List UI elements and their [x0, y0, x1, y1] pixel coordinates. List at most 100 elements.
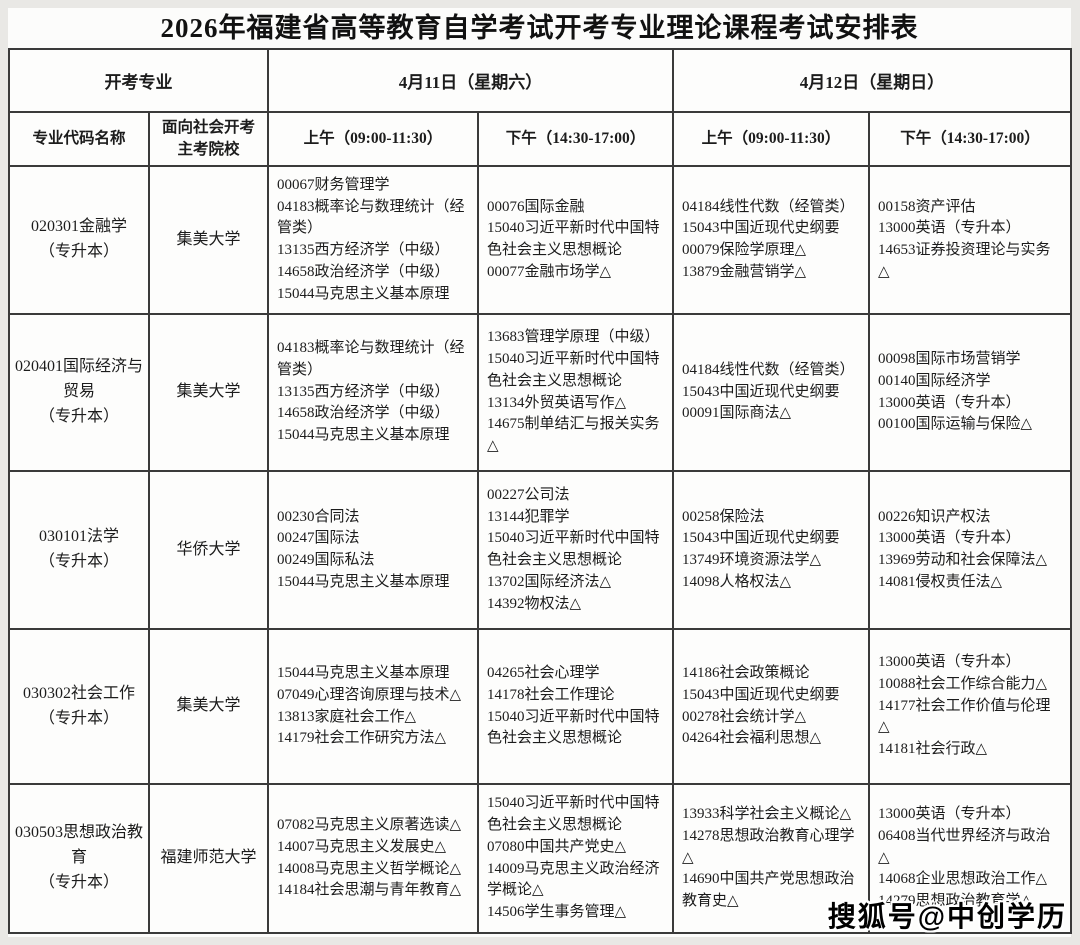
- course-item: 14181社会行政△: [878, 741, 988, 758]
- courses-cell-d1pm: 04265社会心理学 14178社会工作理论 15040习近平新时代中国特色社会主义…: [477, 628, 674, 785]
- major-cell: 030302社会工作 （专升本）: [8, 628, 150, 785]
- course-item: 14392物权法△: [487, 595, 582, 612]
- course-item: 00249国际私法: [277, 552, 375, 568]
- course-item: 00247国际法: [277, 530, 360, 547]
- course-item: 14098人格权法△: [682, 573, 792, 590]
- course-item: 10088社会工作综合能力△: [878, 675, 1048, 692]
- course-item: 14690中国共产党思想政治教育史△: [682, 871, 855, 910]
- course-item: 13144犯罪学: [487, 508, 570, 525]
- course-item: 04264社会福利思想△: [682, 730, 822, 747]
- courses-cell-d1am: 15044马克思主义基本原理 07049心理咨询原理与技术△ 13813家庭社会工作…: [267, 628, 479, 785]
- school-cell: 集美大学: [148, 313, 269, 472]
- major-level: （专升本）: [38, 407, 119, 425]
- major-cell: 030503思想政治教育 （专升本）: [8, 783, 150, 934]
- header-day1-pm: 下午（14:30-17:00）: [477, 111, 674, 167]
- course-item: 14278思想政治教育心理学△: [682, 827, 855, 866]
- major-name: 020401国际经济与贸易: [14, 358, 143, 401]
- course-item: 13000英语（专升本）: [878, 806, 1021, 823]
- major-level: （专升本）: [38, 873, 119, 891]
- course-item: 15044马克思主义基本原理: [277, 665, 450, 681]
- school-cell: 福建师范大学: [148, 783, 269, 934]
- course-item: 00226知识产权法: [878, 508, 991, 525]
- course-item: 14186社会政策概论: [682, 665, 810, 681]
- course-item: 13000英语（专升本）: [878, 394, 1021, 411]
- courses-cell-d1am: 04183概率论与数理统计（经管类） 13135西方经济学（中级） 14658政治经…: [267, 313, 479, 472]
- course-item: 00227公司法: [487, 486, 570, 503]
- course-item: 14007马克思主义发展史△: [277, 838, 447, 855]
- major-name: 020301金融学: [30, 218, 127, 236]
- table-row: 020301金融学 （专升本） 集美大学 00067财务管理学 04183概率论与数理统…: [8, 165, 1072, 315]
- course-item: 06408当代世界经济与政治△: [878, 827, 1051, 866]
- course-item: 07080中国共产党史△: [487, 838, 627, 855]
- course-item: 13749环境资源法学△: [682, 552, 822, 568]
- course-item: 00100国际运输与保险△: [878, 416, 1033, 433]
- header-day1-am: 上午（09:00-11:30）: [267, 111, 479, 167]
- major-level: （专升本）: [38, 243, 119, 260]
- course-item: 13969劳动和社会保障法△: [878, 552, 1048, 568]
- course-item: 00258保险法: [682, 508, 765, 525]
- course-item: 14658政治经济学（中级）: [277, 263, 450, 280]
- course-item: 00091国际商法△: [682, 405, 792, 422]
- courses-cell-d2am: 00258保险法 15043中国近现代史纲要 13749环境资源法学△ 14098人格…: [672, 470, 870, 630]
- major-name: 030302社会工作: [22, 684, 135, 702]
- schedule-table-body: 020301金融学 （专升本） 集美大学 00067财务管理学 04183概率论与数理统…: [8, 165, 1072, 934]
- course-item: 14184社会思潮与青年教育△: [277, 882, 462, 899]
- course-item: 15040习近平新时代中国特色社会主义思想概论: [487, 220, 660, 258]
- header-day1: 4月11日（星期六）: [267, 48, 674, 113]
- course-item: 15040习近平新时代中国特色社会主义思想概论: [487, 795, 660, 833]
- courses-cell-d1am: 00230合同法 00247国际法 00249国际私法 15044马克思主义基本原理: [267, 470, 479, 630]
- course-item: 00079保险学原理△: [682, 242, 807, 258]
- course-item: 14506学生事务管理△: [487, 904, 627, 920]
- schedule-table: 开考专业 4月11日（星期六） 4月12日（星期日） 专业代码名称 面向社会开考…: [8, 48, 1072, 934]
- course-item: 15044马克思主义基本原理: [277, 573, 450, 590]
- course-item: 04183概率论与数理统计（经管类）: [277, 340, 465, 378]
- courses-cell-d1am: 07082马克思主义原著选读△ 14007马克思主义发展史△ 14008马克思主义哲…: [267, 783, 479, 934]
- school-cell: 集美大学: [148, 628, 269, 785]
- header-school: 面向社会开考主考院校: [148, 111, 269, 167]
- course-item: 00278社会统计学△: [682, 708, 807, 725]
- school-cell: 集美大学: [148, 165, 269, 315]
- courses-cell-d2am: 14186社会政策概论 15043中国近现代史纲要 00278社会统计学△ 04264…: [672, 628, 870, 785]
- courses-cell-d2am: 04184线性代数（经管类） 15043中国近现代史纲要 00079保险学原理△ 13…: [672, 165, 870, 315]
- table-row: 030302社会工作 （专升本） 集美大学 15044马克思主义基本原理 07049心理…: [8, 628, 1072, 785]
- course-item: 13813家庭社会工作△: [277, 708, 417, 725]
- major-cell: 020401国际经济与贸易 （专升本）: [8, 313, 150, 472]
- major-level: （专升本）: [38, 553, 119, 570]
- course-item: 14068企业思想政治工作△: [878, 871, 1048, 888]
- course-item: 15040习近平新时代中国特色社会主义思想概论: [487, 351, 660, 389]
- school-cell: 华侨大学: [148, 470, 269, 630]
- course-item: 14008马克思主义哲学概论△: [277, 860, 462, 877]
- course-item: 13000英语（专升本）: [878, 530, 1021, 547]
- course-item: 07049心理咨询原理与技术△: [277, 686, 462, 703]
- courses-cell-d1pm: 00227公司法 13144犯罪学 15040习近平新时代中国特色社会主义思想概论 1…: [477, 470, 674, 630]
- course-item: 14675制单结汇与报关实务△: [487, 416, 660, 454]
- course-item: 14178社会工作理论: [487, 686, 615, 703]
- course-item: 04184线性代数（经管类）: [682, 361, 855, 378]
- course-item: 13683管理学原理（中级）: [487, 329, 660, 346]
- course-item: 15040习近平新时代中国特色社会主义思想概论: [487, 530, 660, 568]
- course-item: 00140国际经济学: [878, 372, 991, 389]
- courses-cell-d2am: 04184线性代数（经管类） 15043中国近现代史纲要 00091国际商法△: [672, 313, 870, 472]
- major-cell: 020301金融学 （专升本）: [8, 165, 150, 315]
- header-day2-pm: 下午（14:30-17:00）: [868, 111, 1072, 167]
- course-item: 14279思想政治教育学△: [878, 893, 1033, 910]
- course-item: 13702国际经济法△: [487, 573, 612, 590]
- course-item: 13135西方经济学（中级）: [277, 383, 450, 400]
- course-item: 00076国际金融: [487, 198, 585, 215]
- course-item: 14653证券投资理论与实务△: [878, 242, 1051, 280]
- course-item: 14658政治经济学（中级）: [277, 405, 450, 422]
- header-major-code: 专业代码名称: [8, 111, 150, 167]
- page-title: 2026年福建省高等教育自学考试开考专业理论课程考试安排表: [160, 13, 919, 43]
- courses-cell-d2pm: 00098国际市场营销学 00140国际经济学 13000英语（专升本） 00100国…: [868, 313, 1072, 472]
- course-item: 14179社会工作研究方法△: [277, 730, 447, 747]
- course-item: 00230合同法: [277, 508, 360, 525]
- header-row-days: 开考专业 4月11日（星期六） 4月12日（星期日）: [8, 48, 1072, 113]
- course-item: 15043中国近现代史纲要: [682, 530, 840, 547]
- course-item: 15040习近平新时代中国特色社会主义思想概论: [487, 708, 660, 747]
- table-row: 030503思想政治教育 （专升本） 福建师范大学 07082马克思主义原著选读△ 14…: [8, 783, 1072, 934]
- course-item: 00067财务管理学: [277, 176, 390, 193]
- course-item: 14081侵权责任法△: [878, 573, 1003, 590]
- major-name: 030101法学: [38, 528, 119, 546]
- table-row: 020401国际经济与贸易 （专升本） 集美大学 04183概率论与数理统计（经管类）…: [8, 313, 1072, 472]
- watermark: 搜狐号@中创学历: [827, 901, 1067, 932]
